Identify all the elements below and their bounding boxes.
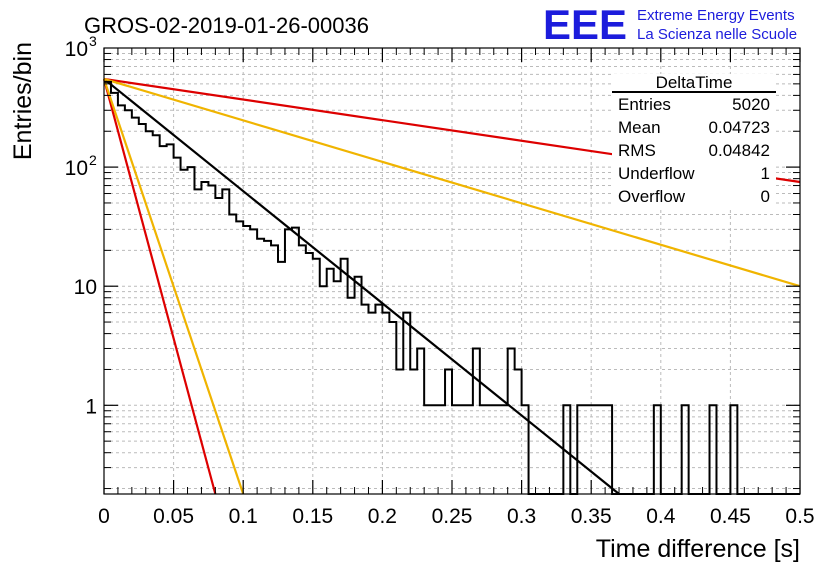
x-tick-label: 0.15 <box>292 505 333 528</box>
stats-box-background <box>612 74 776 208</box>
y-tick-exponent: 3 <box>89 33 97 49</box>
x-tick-label: 0.4 <box>646 505 676 528</box>
fit-line <box>103 77 801 288</box>
stats-label: RMS <box>618 141 656 160</box>
x-axis-label: Time difference [s] <box>596 535 800 563</box>
x-tick-label: 0 <box>98 505 110 528</box>
y-tick-exponent: 2 <box>89 152 97 168</box>
y-tick-label: 10 <box>74 276 97 299</box>
x-tick-label: 0.3 <box>507 505 536 528</box>
stats-value: 0.04723 <box>709 118 770 137</box>
x-tick-label: 0.35 <box>571 505 612 528</box>
axis-ticks <box>103 48 801 494</box>
stats-title: DeltaTime <box>656 73 733 92</box>
stats-label: Overflow <box>618 187 686 206</box>
x-tick-label: 0.5 <box>785 505 814 528</box>
fit-line <box>102 78 217 495</box>
x-tick-label: 0.1 <box>229 505 258 528</box>
stats-label: Entries <box>618 95 671 114</box>
stats-label: Mean <box>618 118 661 137</box>
y-axis-label: Entries/bin <box>9 42 37 160</box>
stats-label: Underflow <box>618 164 695 183</box>
stats-value: 5020 <box>732 95 770 114</box>
run-title: GROS-02-2019-01-26-00036 <box>84 13 369 38</box>
stats-value: 0.04842 <box>709 141 770 160</box>
org-line-1: Extreme Energy Events <box>637 7 795 24</box>
y-tick-label: 1 <box>85 395 97 418</box>
y-tick-label: 10 <box>65 38 88 61</box>
stats-value: 1 <box>761 164 770 183</box>
x-tick-label: 0.45 <box>710 505 751 528</box>
stats-box: DeltaTime Entries 5020 Mean 0.04723 RMS 0.048… <box>612 73 776 208</box>
fit-line <box>102 78 245 495</box>
histogram-outline <box>104 80 800 495</box>
stats-value: 0 <box>761 187 770 206</box>
eee-logo: EEE <box>543 1 627 48</box>
x-tick-label: 0.2 <box>368 505 397 528</box>
x-tick-label: 0.25 <box>432 505 473 528</box>
x-tick-label: 0.05 <box>153 505 194 528</box>
x-tick-labels: 0 0.05 0.1 0.15 0.2 0.25 0.3 0.35 0.4 0.45 0.5 <box>98 505 814 528</box>
stats-rows: Entries 5020 Mean 0.04723 RMS 0.04842 Underflo… <box>618 95 770 206</box>
y-tick-label: 10 <box>65 157 88 180</box>
org-line-2: La Scienza nelle Scuole <box>637 26 797 43</box>
histogram <box>104 80 800 495</box>
